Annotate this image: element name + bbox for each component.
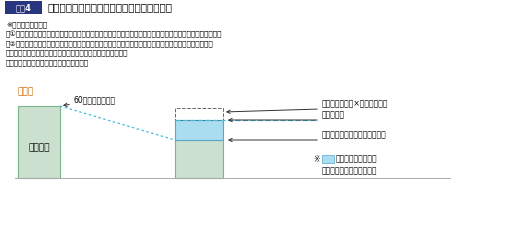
Bar — [5, 1, 42, 14]
Text: 図表4: 図表4 — [15, 3, 31, 12]
Text: ※: ※ — [313, 154, 320, 164]
Text: が高年齢雇用継続給付の支給額となる。: が高年齢雇用継続給付の支給額となる。 — [6, 59, 89, 66]
Text: 賃金額＋賃金額×本来の給付率: 賃金額＋賃金額×本来の給付率 — [322, 99, 388, 108]
Text: 賃金低下: 賃金低下 — [28, 143, 50, 152]
Text: 支給対象月に支払われた賃金額: 支給対象月に支払われた賃金額 — [322, 130, 387, 139]
Text: 高年齢雇用継続給付の算定に係る支給限度額: 高年齢雇用継続給付の算定に係る支給限度額 — [47, 2, 172, 12]
Text: 支給限度額: 支給限度額 — [322, 110, 345, 119]
Text: ①支給対象月に支払われた賃金の額が支給限度額以上であるときは、高年齢雇用継続給付は支給されない。: ①支給対象月に支払われた賃金の額が支給限度額以上であるときは、高年齢雇用継続給付… — [6, 30, 223, 38]
Text: （例）: （例） — [18, 87, 34, 96]
Text: （支給限度額）－（支給対象月に支払われた賃金の額）: （支給限度額）－（支給対象月に支払われた賃金の額） — [6, 50, 128, 56]
Text: 60歳到達時賃金額: 60歳到達時賃金額 — [74, 95, 116, 104]
Text: ※支給限度額とは、: ※支給限度額とは、 — [6, 21, 47, 28]
Bar — [175, 108, 223, 120]
Bar — [175, 120, 223, 140]
Bar — [18, 106, 60, 178]
Bar — [175, 140, 223, 178]
Bar — [322, 155, 334, 163]
Text: 継続給付の支給額となる。: 継続給付の支給額となる。 — [322, 166, 378, 175]
Text: の部分が高年齢雇用: の部分が高年齢雇用 — [336, 154, 378, 164]
Text: ②支給対象月に支払われた賃金の額と高年齢雇用継続給付との合計額とが支給限度額を超えるときは、: ②支給対象月に支払われた賃金の額と高年齢雇用継続給付との合計額とが支給限度額を超… — [6, 40, 214, 46]
